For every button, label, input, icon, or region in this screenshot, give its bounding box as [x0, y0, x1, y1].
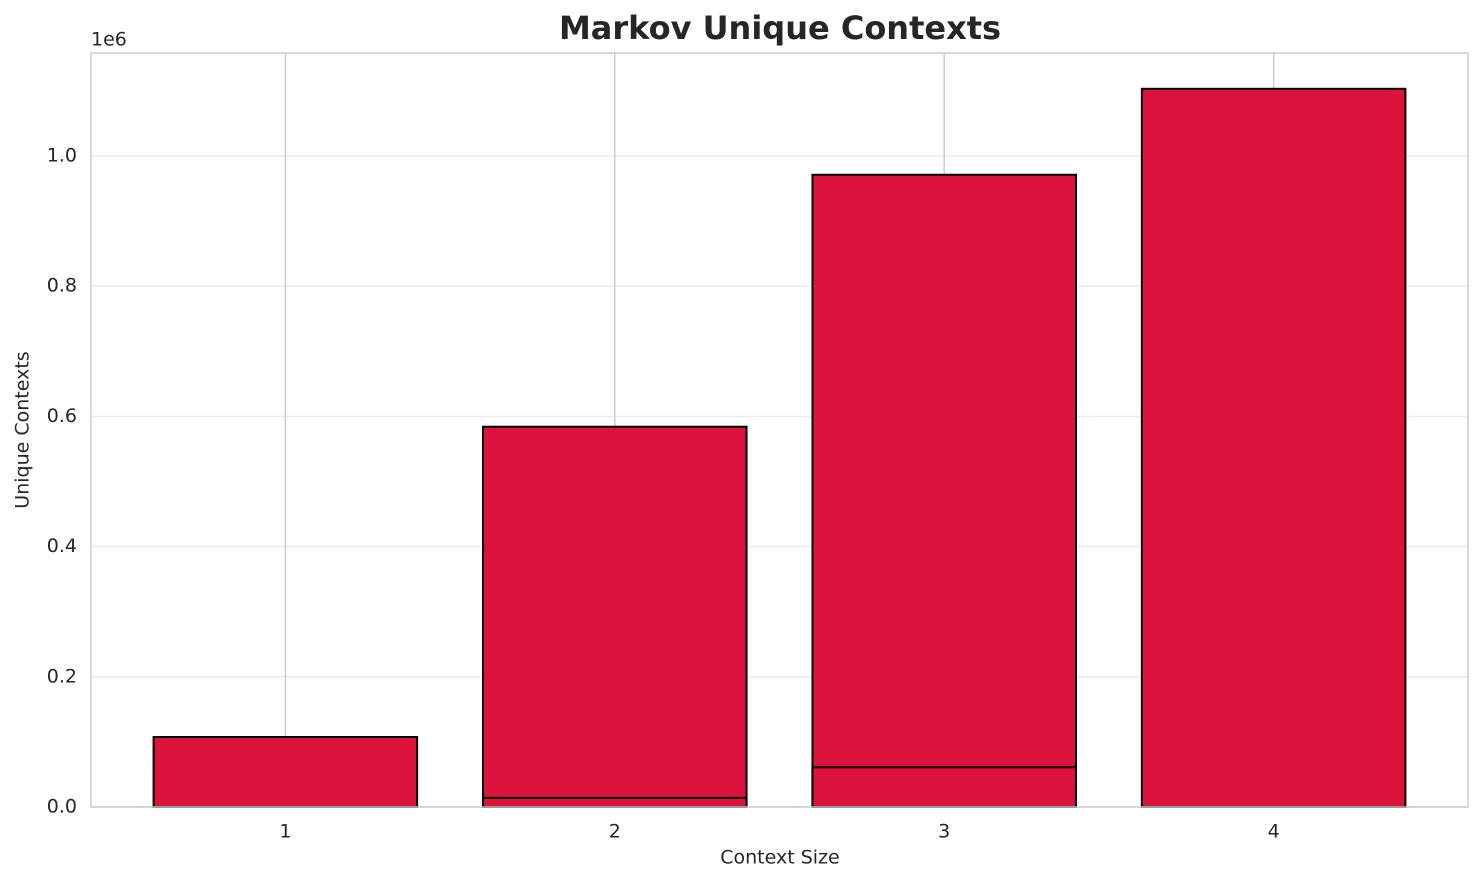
y-tick-label: 0.0: [47, 796, 77, 818]
bar: [482, 425, 748, 808]
y-multiplier: 1e6: [91, 29, 127, 51]
bar: [1140, 87, 1407, 808]
y-axis-label: Unique Contexts: [12, 351, 34, 508]
bar: [482, 796, 748, 808]
y-tick-label: 0.2: [47, 665, 77, 687]
y-tick-label: 0.8: [47, 275, 77, 297]
bar: [811, 766, 1077, 808]
y-tick-label: 0.4: [47, 535, 77, 557]
x-tick-label: 4: [1268, 821, 1280, 843]
x-tick-label: 3: [938, 821, 950, 843]
axes-frame: [90, 52, 1469, 808]
bar: [811, 173, 1077, 808]
x-tick-label: 1: [279, 821, 291, 843]
bar: [152, 736, 419, 809]
x-tick-label: 2: [609, 821, 621, 843]
y-tick-label: 1.0: [47, 144, 77, 166]
y-tick-label: 0.6: [47, 405, 77, 427]
x-axis-label: Context Size: [720, 847, 839, 869]
chart-title: Markov Unique Contexts: [559, 9, 1001, 47]
